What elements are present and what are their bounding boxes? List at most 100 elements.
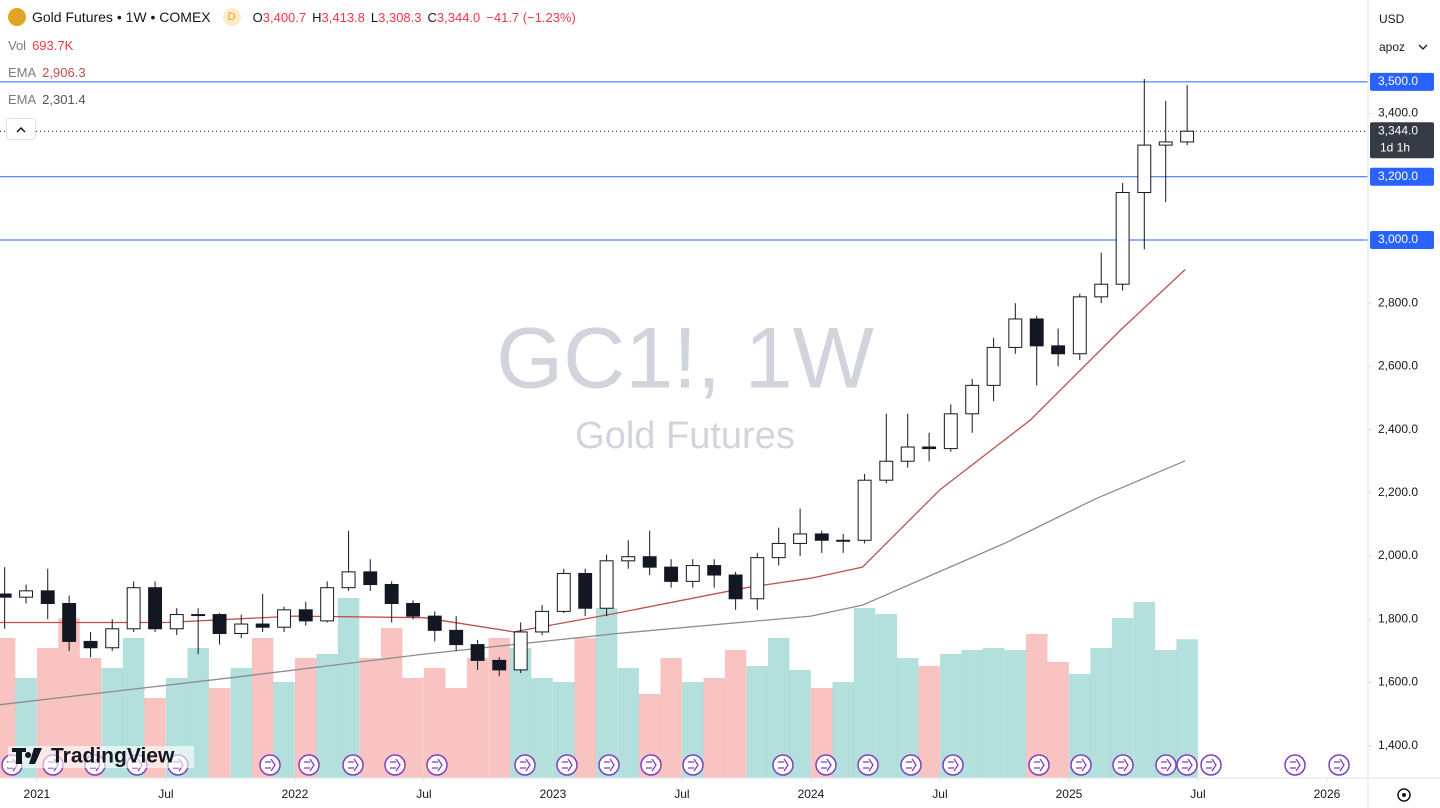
- event-marker[interactable]: [942, 754, 964, 776]
- event-marker[interactable]: [857, 754, 879, 776]
- event-icon: [906, 758, 917, 772]
- settings-icon[interactable]: [1397, 788, 1411, 802]
- event-icon: [1034, 758, 1045, 772]
- level-label: 3,000.0: [1378, 232, 1418, 246]
- candle-body: [943, 413, 958, 450]
- candle-body: [879, 460, 894, 481]
- scale-button[interactable]: apoz: [1373, 36, 1433, 58]
- volume-bar: [122, 638, 145, 778]
- y-tick-label: 2,600.0: [1378, 359, 1418, 373]
- event-marker[interactable]: [682, 754, 704, 776]
- candle-body: [750, 557, 765, 600]
- candle-body: [1158, 141, 1173, 146]
- volume-bar: [853, 608, 876, 778]
- level-label-bg: [1370, 72, 1434, 91]
- ohlc-value: 3,308.3: [378, 9, 422, 25]
- event-icon: [1290, 758, 1301, 772]
- y-tick-label: 1,400.0: [1378, 738, 1418, 752]
- event-marker[interactable]: [1028, 754, 1050, 776]
- event-icon: [1206, 758, 1217, 772]
- volume-bar: [294, 658, 317, 778]
- event-marker[interactable]: [259, 754, 281, 776]
- currency-button[interactable]: USD: [1373, 8, 1433, 30]
- candle-body: [212, 614, 227, 635]
- event-icon: [778, 758, 789, 772]
- event-marker[interactable]: [598, 754, 620, 776]
- volume-bar: [940, 654, 962, 778]
- event-marker[interactable]: [1176, 754, 1198, 776]
- event-marker[interactable]: [342, 754, 364, 776]
- indicator-value: 2,301.4: [42, 92, 86, 107]
- legend-change: −41.7 (−1.23%): [486, 9, 576, 25]
- candle-body: [320, 587, 335, 622]
- candle-body: [298, 609, 313, 622]
- indicator-legend: EMA 2,301.4: [8, 92, 86, 107]
- event-marker[interactable]: [1155, 754, 1177, 776]
- collapse-legend-button[interactable]: [6, 118, 36, 140]
- event-icon: [688, 758, 699, 772]
- event-marker[interactable]: [384, 754, 406, 776]
- indicator-name: EMA: [8, 92, 37, 107]
- event-icon: [863, 758, 874, 772]
- event-icon: [821, 758, 832, 772]
- indicator-legend: EMA 2,906.3: [8, 65, 86, 80]
- event-marker[interactable]: [1200, 754, 1222, 776]
- session-badge: D: [222, 8, 241, 26]
- ohlc-value: 3,413.8: [321, 9, 365, 25]
- x-tick-label: 2025: [1056, 787, 1083, 801]
- volume-bar: [574, 638, 596, 778]
- volume-bar: [682, 682, 704, 778]
- candle-body: [1029, 318, 1044, 347]
- event-marker[interactable]: [900, 754, 922, 776]
- event-marker[interactable]: [556, 754, 578, 776]
- volume-bar: [509, 648, 532, 778]
- candle-body: [707, 565, 722, 576]
- event-marker[interactable]: [772, 754, 794, 776]
- candle-body: [363, 571, 378, 586]
- event-marker[interactable]: [426, 754, 448, 776]
- logo-bg: [8, 746, 194, 768]
- candle-body: [900, 446, 915, 462]
- event-marker[interactable]: [1070, 754, 1092, 776]
- volume-bar: [1004, 650, 1027, 778]
- candle-body: [793, 533, 808, 544]
- volume-bar: [767, 638, 790, 778]
- candle-body: [191, 614, 206, 617]
- event-icon: [390, 758, 401, 772]
- x-tick-label: 2021: [24, 787, 51, 801]
- volume-bar: [58, 618, 80, 778]
- candle-body: [814, 533, 829, 541]
- candle-body: [642, 556, 657, 568]
- indicator-name: EMA: [8, 65, 37, 80]
- event-marker[interactable]: [514, 754, 536, 776]
- logo-text: TradingView: [51, 745, 175, 768]
- collapse-icon: [16, 126, 26, 133]
- event-marker[interactable]: [298, 754, 320, 776]
- volume-bar: [359, 658, 382, 778]
- event-marker[interactable]: [1328, 754, 1350, 776]
- candle-body: [406, 602, 421, 617]
- event-icon: [1334, 758, 1345, 772]
- level-label: 3,200.0: [1378, 169, 1418, 183]
- x-tick-label: Jul: [932, 787, 947, 801]
- candle-body: [19, 590, 34, 598]
- candle-body: [922, 446, 937, 450]
- volume-name: Vol: [8, 38, 27, 53]
- event-marker[interactable]: [1284, 754, 1306, 776]
- event-icon: [265, 758, 276, 772]
- watermark-name: Gold Futures: [575, 415, 795, 457]
- volume-bar: [488, 638, 511, 778]
- candle-body: [341, 571, 356, 589]
- event-marker[interactable]: [815, 754, 837, 776]
- event-marker[interactable]: [1112, 754, 1134, 776]
- event-marker[interactable]: [640, 754, 662, 776]
- volume-bar: [660, 658, 682, 778]
- candle-body: [234, 623, 249, 635]
- volume-bar: [961, 650, 983, 778]
- volume-bar: [230, 668, 252, 778]
- legend-title[interactable]: Gold Futures • 1W • COMEX: [32, 9, 211, 25]
- candle-body: [62, 602, 77, 642]
- level-label-bg: [1370, 230, 1434, 249]
